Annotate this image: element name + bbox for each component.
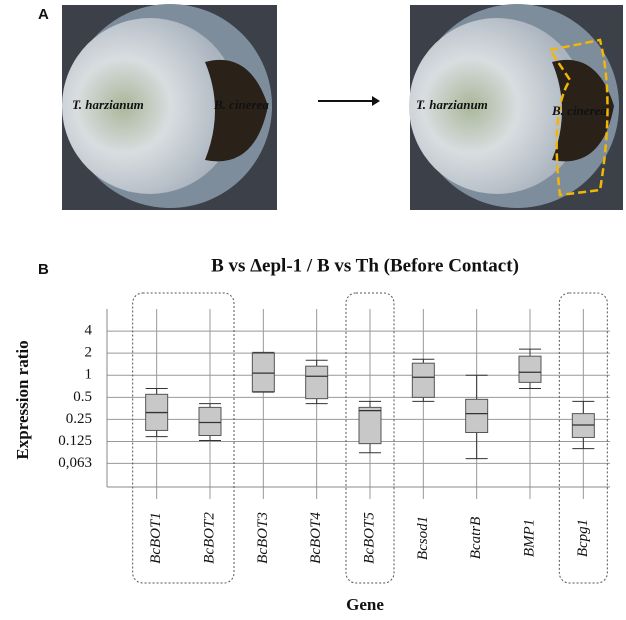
x-tick-label: BcBOT1 <box>148 512 164 564</box>
x-tick-label: Bcsod1 <box>415 516 431 560</box>
y-tick-label: 0,063 <box>58 455 92 471</box>
x-tick-label: BcBOT2 <box>201 512 217 564</box>
y-axis-label: Expression ratio <box>13 340 32 459</box>
x-tick-label: BcBOT3 <box>255 512 271 564</box>
y-tick-label: 1 <box>85 367 93 383</box>
group-frame <box>132 292 235 584</box>
group-frame <box>345 292 395 584</box>
box <box>305 365 329 400</box>
x-tick-label: BcBOT5 <box>361 512 377 564</box>
box <box>465 398 489 433</box>
panel-label: B <box>38 261 49 278</box>
group-frame <box>558 292 608 584</box>
x-tick-label: BMP1 <box>521 519 537 557</box>
box <box>518 355 542 383</box>
y-tick-label: 0.5 <box>73 389 92 405</box>
y-tick-label: 2 <box>85 345 93 361</box>
box <box>358 406 382 445</box>
arrow-head <box>372 96 380 106</box>
y-tick-label: 0.25 <box>66 411 92 427</box>
x-axis-label: Gene <box>346 595 384 614</box>
box <box>198 406 222 437</box>
x-tick-label: Bcpg1 <box>575 519 591 557</box>
x-tick-label: BcatrB <box>468 517 484 560</box>
photo-label: B. cinerea <box>551 103 607 118</box>
box <box>411 362 435 398</box>
chart-title: B vs Δepl-1 / B vs Th (Before Contact) <box>211 255 519 276</box>
photo-right <box>409 4 623 210</box>
photo-label: T. harzianum <box>72 97 144 112</box>
photo-left <box>62 4 277 210</box>
panel-label: A <box>38 6 49 23</box>
photo-label: B. cinerea <box>213 97 269 112</box>
photo-label: T. harzianum <box>416 97 488 112</box>
x-tick-label: BcBOT4 <box>308 512 324 564</box>
box <box>251 352 275 393</box>
y-tick-label: 4 <box>85 323 93 339</box>
y-tick-label: 0.125 <box>58 433 92 449</box>
